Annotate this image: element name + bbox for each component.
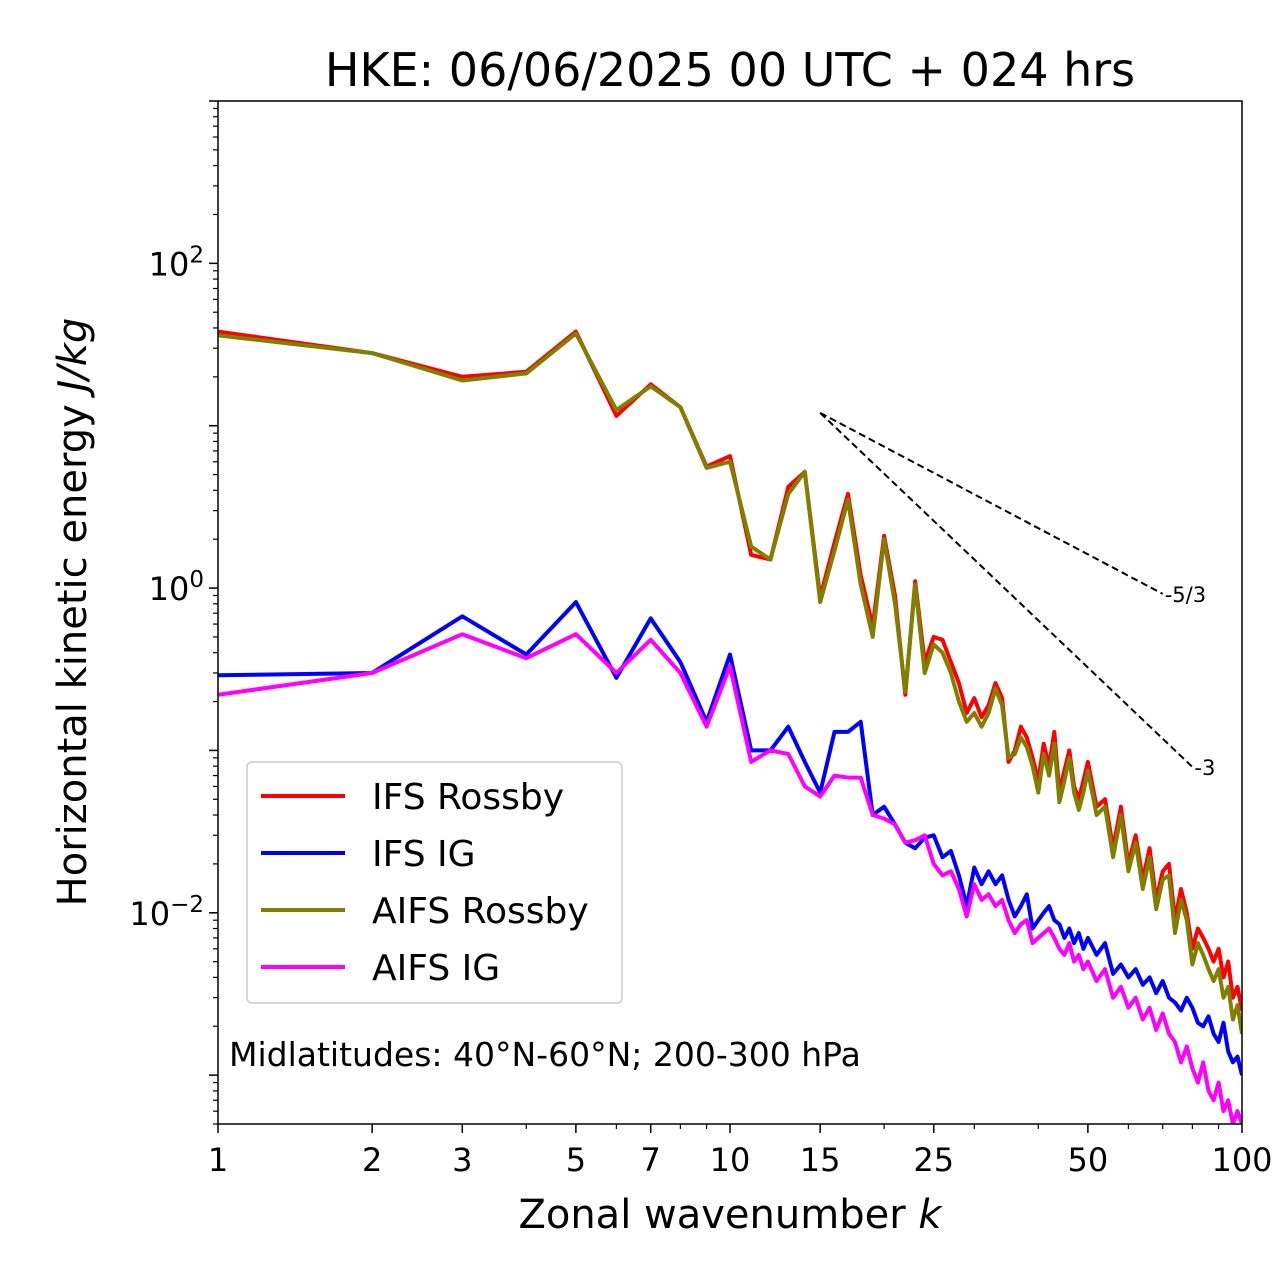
- reference-line-label: -3: [1194, 756, 1215, 780]
- x-tick-label: 3: [452, 1141, 472, 1179]
- reference-slope-lines: -5/3 -3: [819, 411, 1215, 780]
- y-tick-label: 10−2: [129, 892, 204, 933]
- x-tick-label: 25: [913, 1141, 954, 1179]
- x-axis-label: Zonal wavenumber k: [518, 1192, 943, 1238]
- legend-box: [246, 761, 623, 1004]
- x-axis-ticks: 1 2 3 5 7 10 15 25 50 100: [208, 1124, 1273, 1179]
- region-annotation: Midlatitudes: 40°N-60°N; 200-300 hPa: [229, 1035, 861, 1074]
- series-line-aifs-rossby: [218, 331, 1242, 1035]
- y-axis-ticks: 102 100 10−2: [129, 100, 218, 1125]
- legend-label: IFS IG: [372, 834, 476, 875]
- x-tick-label: 50: [1068, 1141, 1109, 1179]
- reference-line: [819, 412, 1194, 768]
- legend-label: AIFS IG: [372, 948, 500, 989]
- x-tick-label: 2: [362, 1141, 382, 1179]
- y-tick-label: 100: [149, 567, 204, 608]
- x-tick-label: 100: [1211, 1141, 1272, 1179]
- x-tick-label: 15: [800, 1141, 841, 1179]
- x-tick-label: 5: [566, 1141, 586, 1179]
- series-layer: [218, 329, 1242, 1124]
- legend-label: AIFS Rossby: [372, 891, 589, 932]
- y-axis-label: Horizontal kinetic energy J/kg: [50, 318, 96, 907]
- chart-title: HKE: 06/06/2025 00 UTC + 024 hrs: [325, 43, 1135, 97]
- x-tick-label: 7: [641, 1141, 661, 1179]
- legend: IFS Rossby IFS IG AIFS Rossby AIFS IG: [246, 761, 623, 1004]
- series-line-ifs-ig: [218, 600, 1242, 1076]
- series-line-ifs-rossby: [218, 329, 1242, 1011]
- legend-label: IFS Rossby: [372, 777, 564, 818]
- reference-line-label: -5/3: [1165, 583, 1206, 607]
- series-line-aifs-ig: [218, 632, 1242, 1124]
- reference-line: [819, 411, 1164, 595]
- y-tick-label: 102: [149, 242, 204, 283]
- x-tick-label: 1: [208, 1141, 228, 1179]
- x-tick-label: 10: [710, 1141, 751, 1179]
